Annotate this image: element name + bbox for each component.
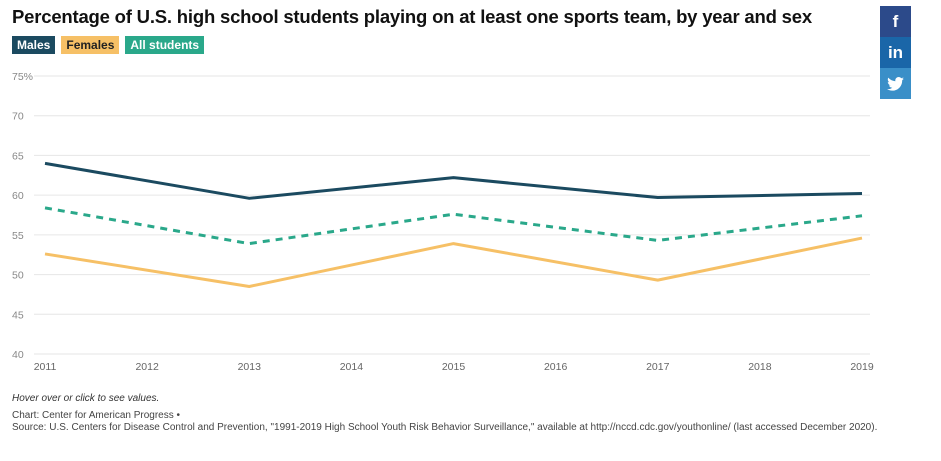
x-tick-label: 2016: [544, 361, 568, 373]
gridlines: [34, 75, 870, 355]
credit-line: Chart: Center for American Progress •: [12, 410, 181, 421]
y-tick-label: 75%: [12, 71, 33, 83]
x-tick-label: 2018: [748, 361, 772, 373]
legend: Males Females All students: [12, 36, 205, 54]
y-tick-label: 40: [12, 349, 24, 361]
series-line-all-students[interactable]: [44, 206, 863, 246]
y-tick-label: 60: [12, 190, 24, 202]
facebook-icon[interactable]: f: [880, 6, 911, 37]
chart-title: Percentage of U.S. high school students …: [12, 6, 812, 27]
x-tick-label: 2015: [442, 361, 466, 373]
y-tick-label: 70: [12, 111, 24, 123]
legend-item-males[interactable]: Males: [12, 36, 56, 54]
series-lines: [44, 161, 863, 288]
y-tick-label: 45: [12, 309, 24, 321]
y-tick-label: 65: [12, 150, 24, 162]
x-tick-label: 2017: [646, 361, 670, 373]
y-axis-ticks: 40 45 50 55 60 65 70 75%: [12, 71, 33, 361]
x-axis-ticks: 2011 2012 2013 2014 2015 2016 2017 2018 2019: [34, 361, 874, 373]
y-tick-label: 55: [12, 230, 24, 242]
twitter-icon[interactable]: [880, 68, 911, 99]
x-tick-label: 2011: [34, 361, 57, 373]
legend-item-all-students[interactable]: All students: [125, 36, 205, 54]
series-line-males[interactable]: [44, 161, 863, 200]
social-share-bar: f in: [880, 6, 911, 99]
linkedin-icon[interactable]: in: [880, 37, 911, 68]
series-line-females[interactable]: [44, 236, 863, 288]
x-tick-label: 2013: [238, 361, 262, 373]
x-tick-label: 2019: [850, 361, 874, 373]
x-tick-label: 2012: [135, 361, 159, 373]
y-tick-label: 50: [12, 270, 24, 282]
x-tick-label: 2014: [340, 361, 364, 373]
chart-credit: Chart: Center for American Progress • So…: [12, 410, 912, 434]
legend-item-females[interactable]: Females: [61, 36, 120, 54]
source-line[interactable]: Source: U.S. Centers for Disease Control…: [12, 422, 878, 433]
hover-hint: Hover over or click to see values.: [12, 393, 160, 404]
